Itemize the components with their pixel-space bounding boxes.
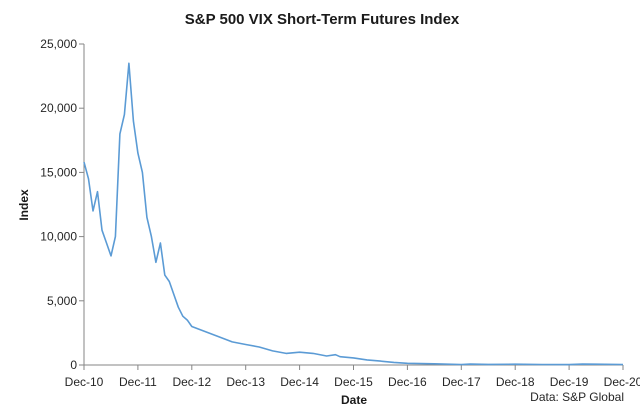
series-line (83, 62, 624, 366)
x-tick-label: Dec-13 (226, 375, 265, 389)
x-tick-label: Dec-18 (496, 375, 535, 389)
data-source-note: Data: S&P Global (530, 390, 624, 404)
x-tick-label: Dec-15 (334, 375, 373, 389)
x-tick-label: Dec-12 (172, 375, 211, 389)
x-tick-labels: Dec-10 Dec-11 Dec-12 Dec-13 Dec-14 Dec-15 Dec-… (65, 365, 640, 389)
y-tick-label: 10,000 (40, 230, 77, 244)
x-tick-label: Dec-19 (550, 375, 589, 389)
x-tick-label: Dec-16 (388, 375, 427, 389)
y-tick-label: 15,000 (40, 165, 77, 179)
x-tick-label: Dec-17 (442, 375, 481, 389)
y-tick-label: 5,000 (47, 294, 77, 308)
chart-title: S&P 500 VIX Short-Term Futures Index (185, 11, 460, 28)
x-axis-title: Date (341, 393, 367, 407)
y-tick-label: 20,000 (40, 101, 77, 115)
x-tick-label: Dec-11 (119, 375, 157, 389)
x-tick-label: Dec-20 (604, 375, 640, 389)
y-tick-label: 0 (70, 358, 77, 372)
x-tick-label: Dec-14 (280, 375, 319, 389)
y-axis-title: Index (17, 189, 31, 221)
x-tick-label: Dec-10 (65, 375, 104, 389)
y-tick-label: 25,000 (40, 37, 77, 51)
y-tick-labels: 0 5,000 10,000 15,000 20,000 25,000 (40, 37, 84, 372)
